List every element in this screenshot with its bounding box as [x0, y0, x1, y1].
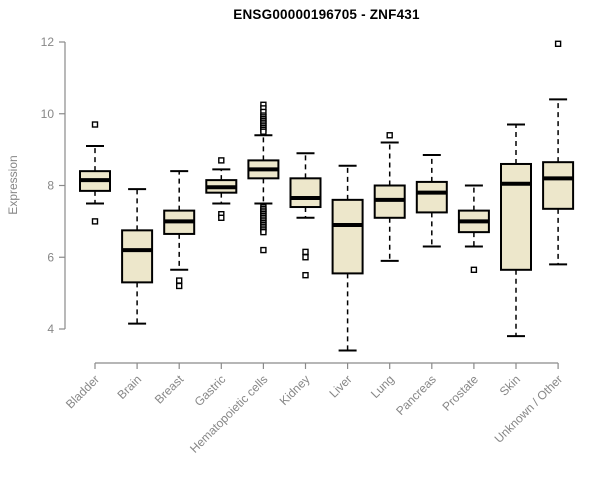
outlier-point [470, 266, 478, 274]
outlier-point [302, 248, 309, 256]
y-tick-label: 4 [47, 322, 54, 336]
outlier-point [302, 271, 309, 279]
outlier-point [386, 132, 393, 139]
y-tick-label: 6 [47, 250, 54, 264]
outlier-point [175, 282, 183, 290]
y-tick-label: 8 [47, 179, 54, 193]
x-category-label: Bladder [63, 372, 102, 411]
box [121, 229, 154, 284]
box [415, 180, 448, 214]
box [500, 162, 532, 271]
x-category-label: Lung [368, 372, 397, 401]
box [289, 177, 322, 209]
outlier-point [302, 254, 309, 261]
outlier-point [554, 40, 562, 47]
x-category-label: Brain [115, 372, 145, 402]
x-category-label: Pancreas [393, 372, 439, 418]
x-category-label: Breast [152, 372, 187, 407]
x-category-label: Skin [497, 372, 523, 398]
x-category-label: Prostate [440, 372, 482, 414]
box [542, 161, 575, 210]
outlier-point [260, 128, 267, 135]
x-category-label: Gastric [192, 372, 229, 409]
x-category-label: Liver [326, 372, 354, 400]
outlier-point [218, 214, 225, 221]
outlier-point [91, 121, 99, 128]
outlier-point [260, 228, 267, 236]
outlier-point [91, 218, 99, 225]
x-category-label: Kidney [277, 372, 313, 408]
chart-title: ENSG00000196705 - ZNF431 [233, 7, 420, 22]
box [331, 198, 364, 275]
x-category-label: Hematopoietic cells [187, 372, 270, 455]
y-tick-label: 10 [41, 107, 55, 121]
outlier-point [218, 157, 225, 164]
outlier-point [175, 277, 183, 284]
y-tick-label: 12 [41, 35, 55, 49]
outlier-point [260, 246, 267, 254]
